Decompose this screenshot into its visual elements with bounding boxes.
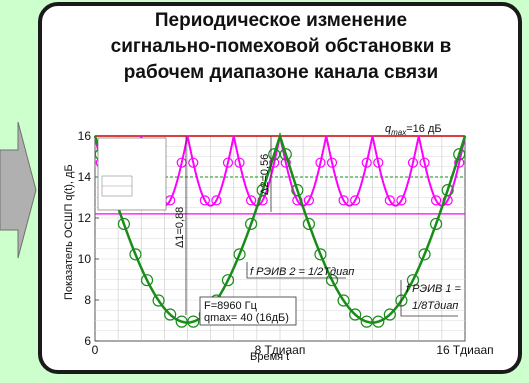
data-point [384, 195, 395, 206]
legend-inset [97, 137, 167, 211]
x-tick-label: 0 [92, 343, 99, 357]
data-point [396, 195, 407, 206]
left-arrow-icon [0, 121, 37, 259]
data-point [430, 195, 442, 206]
page-title: Периодическое изменение сигнально-помехо… [46, 8, 516, 86]
data-point [350, 195, 361, 206]
data-point [315, 157, 326, 168]
data-point [326, 157, 338, 168]
x-tick-label: 16 Tдиаап [436, 343, 493, 357]
data-point [188, 157, 199, 168]
y-tick-label: 12 [78, 211, 92, 225]
delta2-label: Δ2=0,56 [259, 154, 271, 195]
data-point [302, 217, 316, 231]
data-point [256, 184, 269, 197]
y-tick-label: 16 [78, 129, 92, 143]
data-point [140, 274, 154, 287]
data-point [244, 217, 258, 231]
data-point [211, 195, 222, 206]
data-point [349, 308, 362, 321]
data-point [429, 217, 443, 231]
y-ticks: 6 8 10 12 14 16 [78, 129, 99, 348]
title-line-2: сигнально-помеховой обстановки в [110, 36, 452, 57]
data-point [164, 308, 177, 321]
title-line-3: рабочем диапазоне канала связи [123, 62, 439, 83]
data-point [338, 195, 349, 206]
f2-label: f РЭИВ 2 = 1/2Tдиап [250, 266, 354, 278]
data-point [418, 248, 431, 261]
data-point [383, 308, 396, 321]
data-point [337, 294, 350, 307]
data-point [361, 157, 372, 168]
data-point [233, 248, 246, 261]
data-point [406, 274, 420, 287]
params-line2: qmax= 40 (16дБ) [204, 312, 289, 324]
x-tick-label: 8 Tдиаап [255, 343, 306, 357]
x-ticks: 0 8 Tдиаап 16 Tдиаап [92, 343, 494, 357]
data-point [372, 315, 385, 328]
x-axis-label: Время t [250, 351, 289, 363]
data-point [234, 157, 245, 168]
data-point [373, 157, 384, 168]
data-point [291, 184, 304, 197]
data-point [245, 195, 257, 206]
data-point [407, 157, 419, 168]
data-point [314, 248, 327, 261]
y-tick-label: 8 [84, 293, 91, 307]
data-point [117, 217, 131, 231]
data-point [279, 148, 292, 161]
y-tick-label: 14 [78, 170, 92, 184]
data-point [152, 294, 165, 307]
params-line1: F=8960 Гц [204, 300, 258, 312]
qmax-label: qmax=16 дБ [385, 123, 442, 137]
data-point [199, 195, 210, 206]
data-point [325, 274, 339, 287]
f1-label-b: 1/8Tдиап [412, 300, 458, 312]
data-point [453, 148, 466, 161]
data-point [419, 157, 430, 168]
data-point [441, 184, 454, 197]
y-tick-label: 6 [84, 334, 91, 348]
data-point [221, 274, 235, 287]
f1-label-box: f РЭИВ 1 = 1/8Tдиап [400, 280, 462, 317]
series-green-line [93, 131, 467, 324]
y-tick-label: 10 [78, 252, 92, 266]
f2-label-box: f РЭИВ 2 = 1/2Tдиап [246, 262, 354, 279]
title-line-1: Периодическое изменение [154, 10, 408, 31]
params-box: F=8960 Гц qmax= 40 (16дБ) [199, 296, 297, 326]
delta1-label: Δ1=0,88 [174, 207, 186, 248]
data-point [303, 195, 315, 206]
data-point [129, 248, 142, 261]
data-point [395, 294, 408, 307]
data-point [187, 315, 200, 328]
data-point [222, 157, 234, 168]
y-axis-label: Показатель ОСШП q(t), дБ [63, 164, 75, 300]
f1-label-a: f РЭИВ 1 = [406, 283, 462, 295]
